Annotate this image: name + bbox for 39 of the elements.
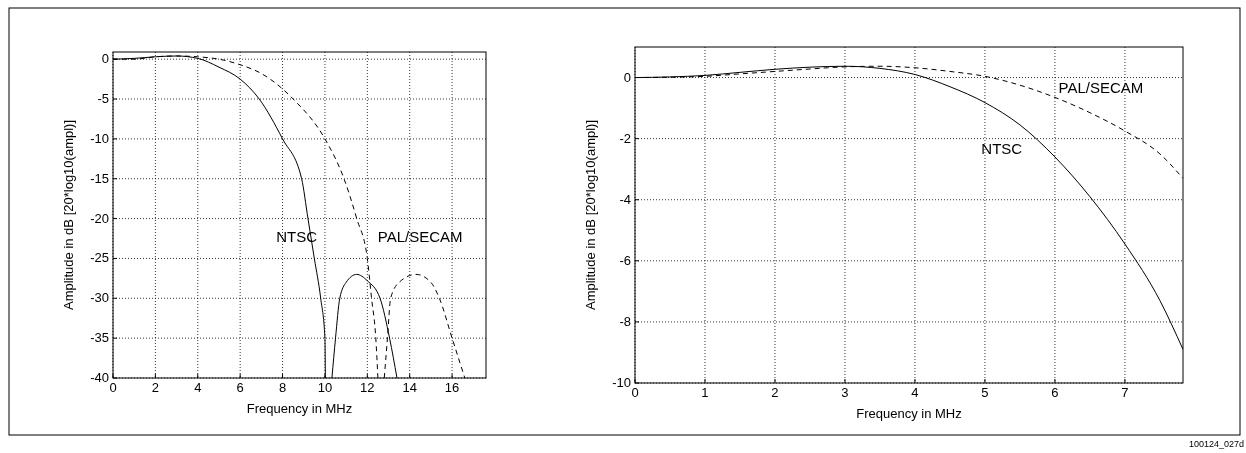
y-tick-label: -10 — [90, 130, 109, 146]
x-tick-label: 8 — [278, 380, 287, 395]
annotation: NTSC — [981, 139, 1023, 157]
x-axis-title: Frequency in MHz — [246, 401, 353, 416]
x-tick-label: 6 — [1051, 385, 1059, 400]
x-tick-label: 3 — [841, 385, 849, 400]
x-tick-label: 7 — [1121, 385, 1129, 400]
y-tick-label: 0 — [623, 69, 631, 85]
x-tick-label: 2 — [771, 385, 779, 400]
x-tick-label: 16 — [444, 380, 460, 395]
y-tick-label: -35 — [90, 330, 109, 346]
x-tick-label: 1 — [701, 385, 709, 400]
x-axis-title: Frequency in MHz — [856, 406, 962, 421]
x-tick-label: 4 — [194, 380, 202, 395]
annotation: PAL/SECAM — [377, 228, 463, 246]
y-axis-title: Amplitude in dB [20*log10(ampl)] — [583, 119, 598, 311]
y-tick-label: -4 — [619, 191, 631, 207]
y-tick-label: -8 — [619, 313, 631, 329]
y-tick-label: 0 — [101, 51, 109, 67]
y-axis-title: Amplitude in dB [20*log10(ampl)] — [61, 119, 76, 311]
x-tick-label: 10 — [317, 380, 333, 395]
y-tick-label: -5 — [97, 91, 109, 107]
y-tick-label: -10 — [612, 375, 631, 390]
x-tick-label: 14 — [402, 380, 417, 395]
y-tick-label: -25 — [90, 250, 109, 266]
y-tick-label: -40 — [90, 370, 109, 385]
annotation: NTSC — [276, 228, 318, 246]
annotation: PAL/SECAM — [1058, 78, 1144, 96]
y-tick-label: -30 — [90, 290, 109, 306]
text: 100124_027d — [1188, 439, 1244, 449]
x-tick-label: 6 — [236, 380, 244, 395]
x-tick-label: 2 — [151, 380, 159, 395]
y-tick-label: -15 — [90, 170, 109, 186]
y-tick-label: -6 — [619, 252, 631, 268]
y-tick-label: -20 — [90, 210, 109, 226]
x-tick-label: 5 — [981, 385, 989, 400]
x-tick-label: 12 — [360, 380, 375, 395]
x-tick-label: 4 — [911, 385, 919, 400]
y-tick-label: -2 — [619, 130, 631, 146]
